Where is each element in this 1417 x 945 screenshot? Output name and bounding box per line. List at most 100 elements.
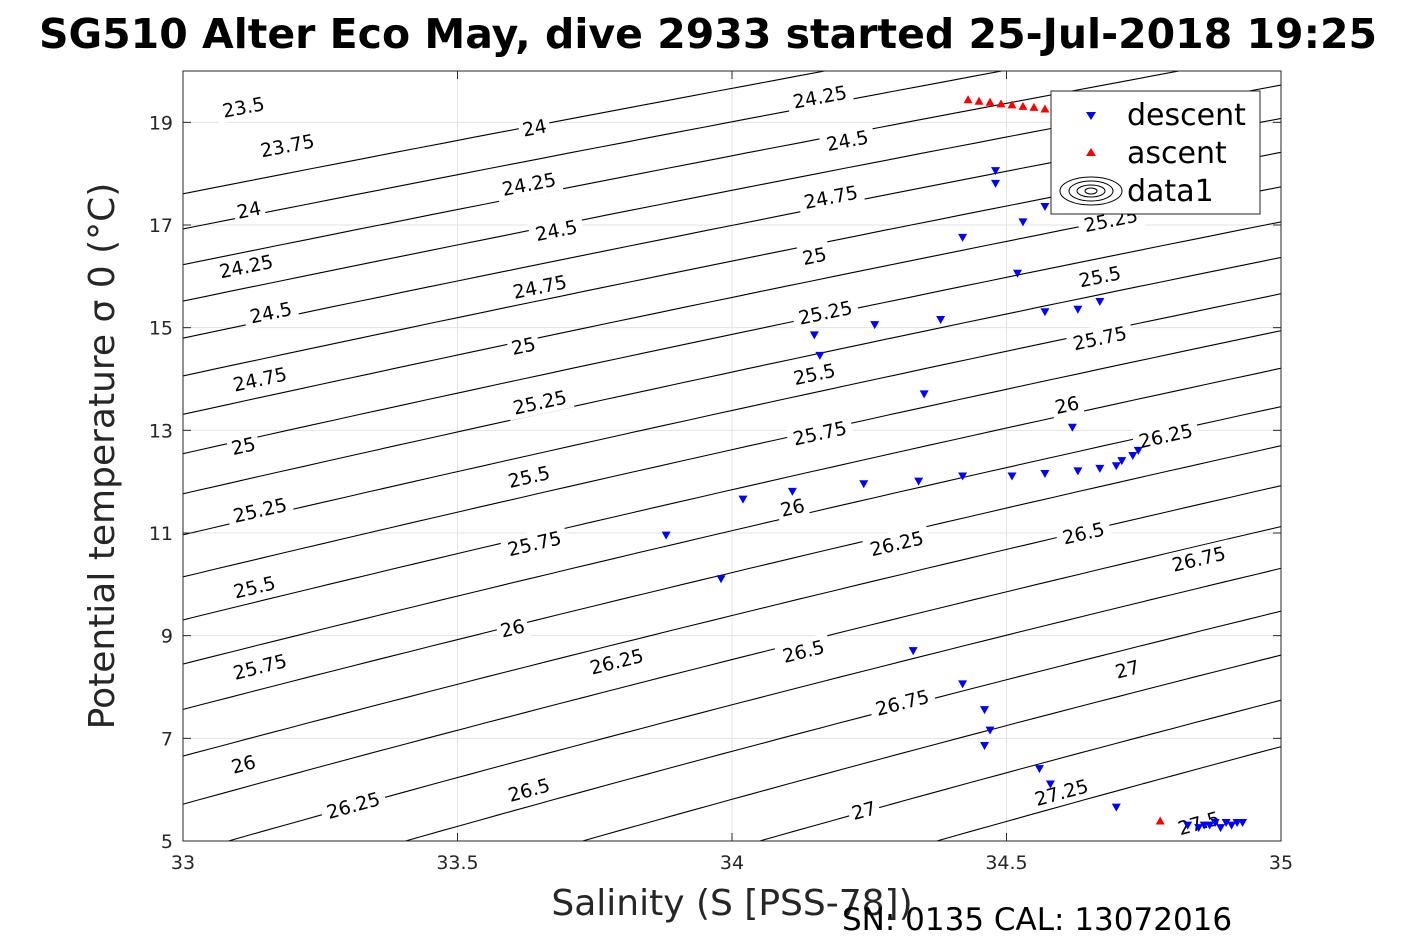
ascent-marker (1007, 100, 1017, 109)
contour-label-bg (241, 295, 300, 330)
contour-line (183, 71, 1005, 230)
contour-label-bg (785, 78, 855, 115)
contour-label-bg (499, 524, 570, 563)
contour-label: 25 (225, 430, 262, 461)
ascent-marker (1155, 816, 1165, 825)
contour-label-bg (225, 748, 262, 780)
legend-descent-label: descent (1127, 98, 1246, 133)
contour-label-bg (211, 247, 281, 285)
contour-label-bg (505, 330, 542, 361)
contour-label: 27 (1109, 653, 1146, 685)
descent-marker (958, 472, 968, 481)
contour-line (403, 610, 1281, 841)
contour-label-bg (1049, 389, 1085, 420)
descent-marker (1040, 308, 1050, 317)
contour-label-bg (225, 490, 295, 529)
contour-line (183, 71, 1183, 266)
legend-ascent-label: ascent (1127, 136, 1227, 171)
descent-marker (908, 647, 918, 656)
descent-marker (980, 742, 990, 751)
y-axis-label: Potential temperature σ 0 (°C) (82, 183, 123, 730)
descent-marker (980, 706, 990, 715)
contour-label-bg (252, 127, 322, 164)
contour-line (183, 445, 1281, 710)
contour-label-text: 26 (1053, 392, 1081, 419)
contour-label-text: 25 (229, 433, 257, 460)
y-tick-label: 13 (149, 420, 173, 442)
contour-label-bg (1131, 416, 1201, 455)
x-axis-label: Salinity (S [PSS-78]) (551, 883, 912, 924)
contour-label-bg (214, 90, 273, 124)
contour-label: 24 (516, 112, 552, 143)
y-tick-label: 17 (149, 215, 173, 237)
descent-marker (1111, 462, 1121, 471)
contour-label-bg (527, 213, 586, 248)
descent-marker (1199, 821, 1209, 830)
contour-line (183, 117, 1281, 339)
contour-label-bg (225, 360, 295, 398)
descent-marker (1045, 780, 1055, 789)
contour-label-bg (582, 641, 652, 681)
contour-line (183, 256, 1281, 495)
contour-label-bg (231, 194, 267, 225)
descent-marker (1194, 824, 1204, 833)
footer-sn-cal: SN: 0135 CAL: 13072016 (842, 902, 1232, 938)
contour-label: 25.5 (1070, 259, 1129, 294)
descent-marker (914, 477, 924, 486)
x-tick-label: 33.5 (436, 852, 478, 874)
descent-marker (991, 179, 1001, 188)
contour-label-bg (1054, 515, 1113, 551)
descent-marker (1040, 469, 1050, 478)
contour-label-bg (774, 492, 811, 523)
descent-marker (815, 351, 825, 360)
contour-line (183, 84, 1281, 302)
contour-label-bg (796, 240, 832, 271)
contour-label-bg (867, 682, 937, 723)
descent-marker (1111, 803, 1121, 812)
ascent-marker (996, 99, 1006, 108)
contour-label-bg (862, 524, 932, 563)
descent-marker (1067, 423, 1077, 432)
y-tick-label: 9 (161, 626, 173, 648)
contour-label-bg (774, 632, 833, 670)
descent-marker (1133, 446, 1143, 455)
descent-marker (1073, 305, 1083, 314)
contour-label-bg (1169, 804, 1228, 842)
contour-line (183, 367, 1281, 621)
contour-label-bg (494, 612, 531, 644)
contour-label-bg (796, 178, 866, 215)
descent-marker (1238, 819, 1248, 828)
contour-label-bg (785, 414, 855, 452)
contour-label-bg (225, 430, 262, 461)
descent-marker (738, 495, 748, 504)
legend-contour-icon (1059, 176, 1123, 206)
descent-marker (1216, 824, 1226, 833)
contour-label-text: 25 (509, 333, 537, 360)
legend-data1-label: data1 (1127, 174, 1214, 209)
contour-label-bg (1109, 653, 1146, 685)
contour-label-bg (494, 165, 564, 202)
descent-marker (661, 531, 671, 540)
ascent-marker (1040, 104, 1050, 113)
contour-label: 25 (796, 240, 832, 271)
contour-label-bg (790, 293, 860, 331)
y-tick-label: 11 (149, 523, 173, 545)
legend-box (1050, 90, 1261, 215)
contour-line (183, 293, 1281, 536)
contour-label-text: 25 (800, 244, 828, 270)
descent-marker (1073, 467, 1083, 476)
descent-marker (1007, 472, 1017, 481)
contour-label: 26 (1049, 389, 1085, 420)
contour-label-text: 24 (235, 197, 263, 223)
x-tick-label: 34 (720, 852, 744, 874)
contour-label-bg (505, 383, 575, 421)
y-tick-label: 7 (161, 728, 173, 750)
descent-marker (919, 390, 929, 399)
axis-ticks: 33 33.5 34 34.5 35 5 7 9 11 13 15 17 19 (149, 71, 1293, 874)
contour-label-bg (785, 356, 844, 392)
descent-marker (1095, 298, 1105, 306)
descent-marker (809, 331, 819, 340)
descent-marker (716, 575, 726, 584)
descent-marker (1128, 452, 1138, 460)
